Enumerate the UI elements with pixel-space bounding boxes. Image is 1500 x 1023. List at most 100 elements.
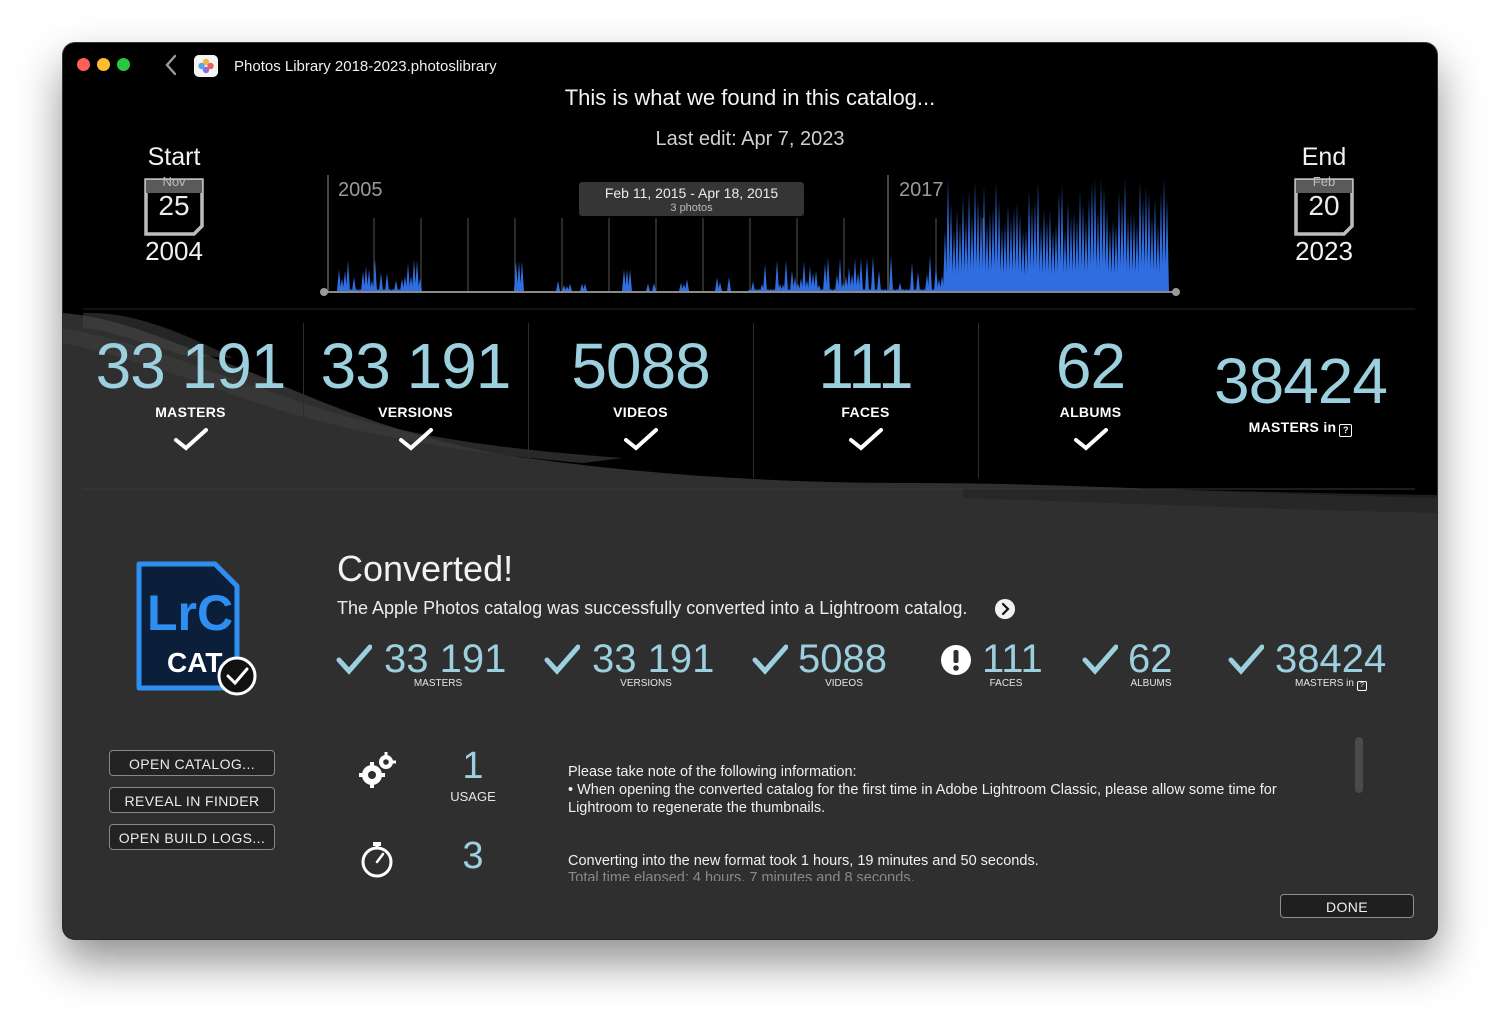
histogram-bar [814,270,818,291]
histogram-bar [1138,180,1142,291]
reveal-in-finder-button[interactable]: REVEAL IN FINDER [109,787,275,813]
histogram-bar [1135,222,1139,291]
notes-panel: Please take note of the following inform… [568,763,1328,817]
usage-label: USAGE [450,789,496,804]
histogram-bar [1057,190,1061,291]
histogram-bar [376,289,380,291]
histogram-bar [823,262,827,291]
usage-value: 1 [462,745,484,787]
zoom-window-button[interactable] [117,58,130,71]
histogram-bar [1003,222,1007,291]
histogram-bar [895,289,899,291]
histogram-bar [961,194,965,291]
year-label-2005: 2005 [338,179,383,201]
histogram-bar [1087,196,1091,291]
histogram-bar [1018,212,1022,291]
year-label-2017: 2017 [899,179,944,201]
warning-icon [941,645,971,675]
histogram-bar [802,261,806,291]
histogram-bar [1081,203,1085,291]
histogram-bar [343,270,347,291]
histogram-bar [982,185,986,291]
start-calendar-icon: Nov 25 [143,174,205,238]
summary-masters-in: 38424 MASTERS in? [1188,343,1413,437]
summary-value: 33 191 [95,330,287,402]
histogram-bar [1069,215,1073,291]
histogram-bar [829,289,833,291]
histogram-bar [1039,225,1043,291]
result-value: 111 [982,637,1043,681]
histogram-bar [1123,177,1127,291]
histogram-bar [781,284,785,291]
minimize-window-button[interactable] [97,58,110,71]
chevron-right-icon[interactable] [995,599,1015,619]
result-label-row: MASTERS in? [1275,678,1387,691]
histogram-bar [1156,223,1160,291]
histogram-bar [622,269,626,291]
histogram-bar [979,209,983,291]
summary-label: VIDEOS [613,404,668,420]
check-icon [1228,644,1264,675]
histogram-bar [943,229,947,291]
histogram-bar [1066,201,1070,291]
histogram-bar [841,282,845,291]
histogram-bar [901,289,905,291]
title-bar: Photos Library 2018-2023.photoslibrary [63,43,1437,89]
histogram-bar [949,202,953,291]
timeline-end-handle[interactable] [1172,288,1180,296]
histogram-bar [874,289,878,291]
histogram-bar [925,273,929,291]
notes-scrollbar[interactable] [1355,737,1363,793]
help-icon[interactable]: ? [1339,424,1353,437]
end-month: Feb [1312,174,1336,189]
histogram-bar [367,269,371,291]
open-catalog-button[interactable]: OPEN CATALOG... [109,750,275,776]
summary-label: ALBUMS [1059,404,1122,420]
result-label: FACES [989,678,1023,689]
back-chevron-icon[interactable] [161,52,181,78]
result-label: MASTERS [413,678,463,689]
histogram-bar [1150,215,1154,291]
summary-value: 62 [1055,330,1126,402]
histogram-bar [1111,219,1115,291]
histogram-bar [409,275,413,291]
last-edit-text: Last edit: Apr 7, 2023 [655,128,845,150]
timeline-start-handle[interactable] [320,288,328,296]
result-value: 33 191 [592,637,715,681]
close-window-button[interactable] [77,58,90,71]
histogram-bar [760,284,764,291]
histogram-bar [790,270,794,291]
timeline-histogram[interactable]: 2005 2017 [318,173,1183,298]
timeline-tooltip: Feb 11, 2015 - Apr 18, 2015 3 photos [579,182,804,216]
histogram-bar [847,266,851,291]
histogram-bar [682,283,686,291]
summary-faces: 111 FACES [753,328,978,457]
histogram-bar [646,283,650,291]
histogram-bar [853,257,857,291]
histogram-bar [415,260,419,291]
histogram-bar [922,289,926,291]
result-label: ALBUMS [1130,678,1172,689]
badge-cat-text: CAT [167,647,222,678]
histogram-bar [964,218,968,291]
histogram-bar [850,273,854,291]
done-button[interactable]: DONE [1280,894,1414,918]
help-icon[interactable]: ? [1356,681,1367,691]
histogram-bar [808,266,812,291]
histogram-bar [1075,218,1079,291]
summary-masters: 33 191 MASTERS [78,328,303,457]
histogram-bar [811,272,815,291]
end-year: 2023 [1295,236,1353,266]
total-time-text: Total time elapsed: 4 hours, 7 minutes a… [568,870,915,881]
histogram-bar [685,279,689,291]
check-icon [1073,428,1108,451]
histogram-bar [778,283,782,291]
time-value: 3 [462,835,484,877]
check-icon [848,428,883,451]
open-build-logs-button[interactable]: OPEN BUILD LOGS... [109,824,275,850]
histogram-bar [892,289,896,291]
histogram-bar [820,289,824,291]
panel-background [63,308,1437,939]
summary-versions: 33 191 VERSIONS [303,328,528,457]
histogram-bar [391,289,395,291]
